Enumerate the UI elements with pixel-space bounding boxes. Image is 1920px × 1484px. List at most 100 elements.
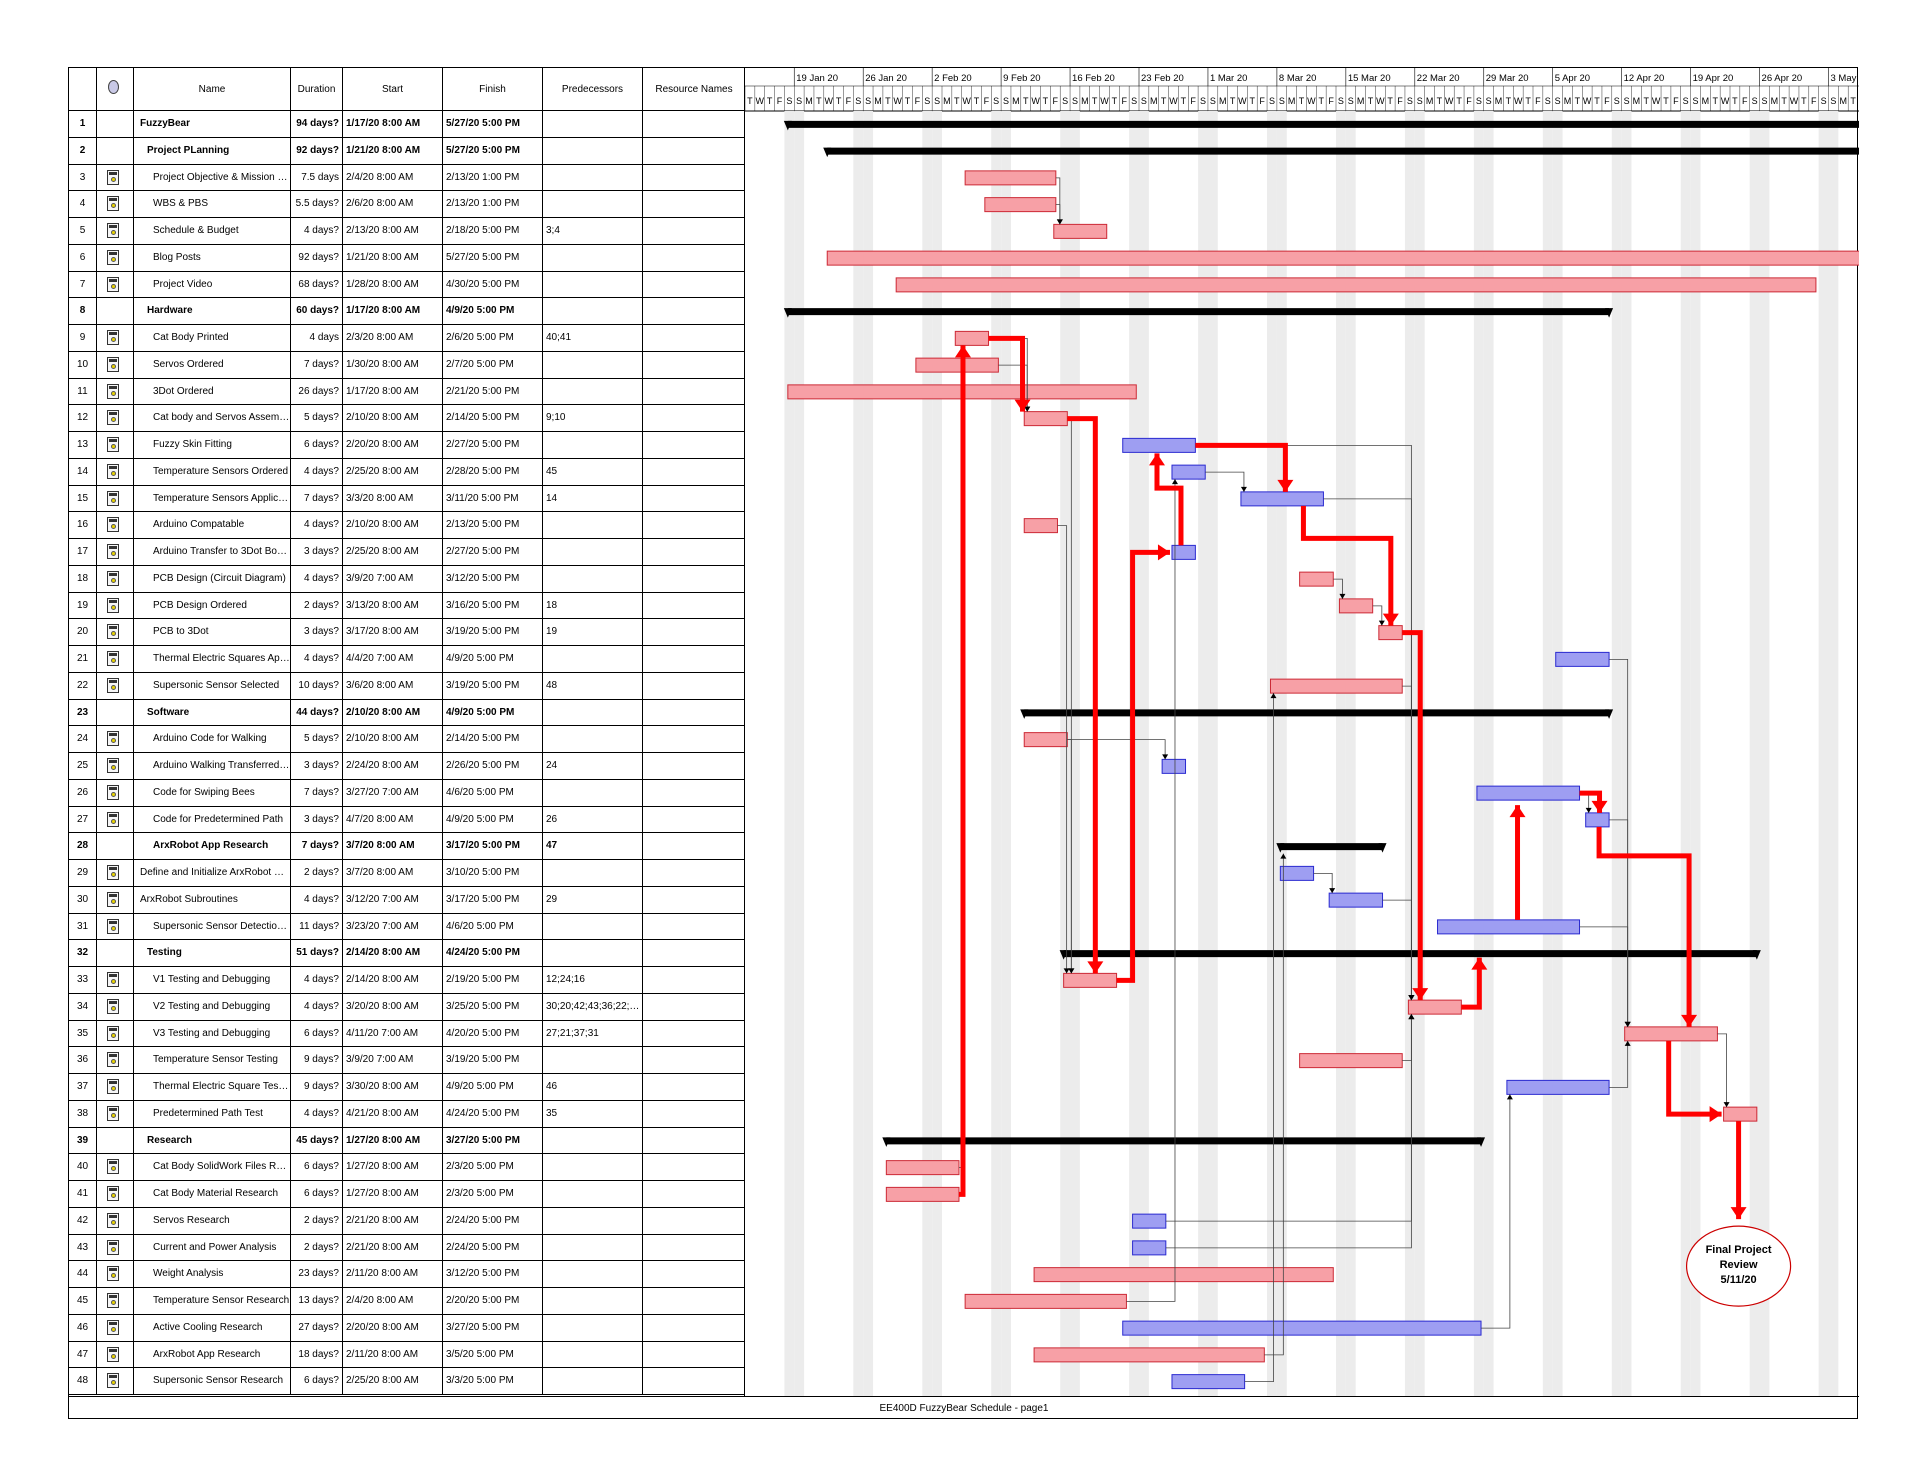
day-letter: S <box>1683 96 1689 106</box>
table-row[interactable]: 48 Supersonic Sensor Research 6 days? 2/25/… <box>69 1368 745 1395</box>
table-row[interactable]: 26 Code for Swiping Bees 7 days? 3/27/20 7:… <box>69 779 745 807</box>
day-letter: M <box>1357 96 1365 106</box>
task-name: Project Video <box>134 271 291 298</box>
table-row[interactable]: 34 V2 Testing and Debugging 4 days? 3/20/20… <box>69 993 745 1021</box>
task-indicator <box>97 779 134 806</box>
table-row[interactable]: 36 Temperature Sensor Testing 9 days? 3/9/2… <box>69 1047 745 1074</box>
table-row[interactable]: 45 Temperature Sensor Research 13 days? 2/4… <box>69 1288 745 1315</box>
table-row[interactable]: 13 Fuzzy Skin Fitting 6 days? 2/20/20 8:00 … <box>69 432 745 459</box>
table-row[interactable]: 8 Hardware 60 days? 1/17/20 8:00 AM 4/9/20 5… <box>69 298 745 325</box>
header-finish[interactable]: Finish <box>443 68 543 111</box>
page-footer: EE400D FuzzyBear Schedule - page1 <box>69 1396 1859 1420</box>
table-row[interactable]: 2 Project PLanning 92 days? 1/21/20 8:00 AM… <box>69 137 745 165</box>
task-bar <box>1171 544 1196 560</box>
table-row[interactable]: 41 Cat Body Material Research 6 days? 1/27/… <box>69 1181 745 1208</box>
task-id: 22 <box>69 672 97 699</box>
table-row[interactable]: 44 Weight Analysis 23 days? 2/11/20 8:00 AM… <box>69 1261 745 1288</box>
summary-bar-start-cap <box>882 1137 891 1147</box>
table-row[interactable]: 10 Servos Ordered 7 days? 1/30/20 8:00 AM 2/… <box>69 351 745 379</box>
dependency-arrow <box>1056 219 1063 225</box>
task-table: Name Duration Start Finish Predecessors … <box>69 68 745 1396</box>
header-predecessors[interactable]: Predecessors <box>543 68 643 111</box>
day-letter: W <box>1652 96 1661 106</box>
table-row[interactable]: 33 V1 Testing and Debugging 4 days? 2/14/20… <box>69 967 745 994</box>
table-row[interactable]: 9 Cat Body Printed 4 days 2/3/20 8:00 AM 2/6… <box>69 325 745 352</box>
task-id: 23 <box>69 699 97 726</box>
day-letter: M <box>1633 96 1641 106</box>
table-row[interactable]: 43 Current and Power Analysis 2 days? 2/21/… <box>69 1234 745 1262</box>
dependency-arrow <box>1624 1040 1631 1046</box>
task-id: 14 <box>69 458 97 485</box>
summary-bar <box>886 1137 1482 1145</box>
task-calendar-icon <box>107 410 119 426</box>
task-duration: 4 days? <box>291 512 343 538</box>
task-finish: 2/20/20 5:00 PM <box>443 1288 543 1314</box>
task-id: 34 <box>69 993 97 1020</box>
table-row[interactable]: 38 Predetermined Path Test 4 days? 4/21/20 … <box>69 1100 745 1128</box>
table-row[interactable]: 47 ArxRobot App Research 18 days? 2/11/20 8… <box>69 1341 745 1369</box>
table-row[interactable]: 28 ArxRobot App Research 7 days? 3/7/20 8:0… <box>69 833 745 860</box>
day-letter: T <box>1506 96 1512 106</box>
table-row[interactable]: 21 Thermal Electric Squares Applied 4 days… <box>69 646 745 673</box>
task-indicator <box>97 1154 134 1180</box>
table-row[interactable]: 15 Temperature Sensors Application 7 days?… <box>69 485 745 513</box>
task-id: 1 <box>69 111 97 137</box>
dependency-link <box>1126 479 1176 1302</box>
header-resources[interactable]: Resource Names <box>655 84 733 95</box>
table-row[interactable]: 30 ArxRobot Subroutines 4 days? 3/12/20 7:0… <box>69 886 745 914</box>
table-row[interactable]: 24 Arduino Code for Walking 5 days? 2/10/20… <box>69 726 745 753</box>
table-row[interactable]: 18 PCB Design (Circuit Diagram) 4 days? 3/9… <box>69 565 745 593</box>
task-bar <box>964 1293 1127 1309</box>
header-duration[interactable]: Duration <box>291 68 343 111</box>
task-duration: 45 days? <box>291 1127 343 1154</box>
weekend-shade <box>1621 111 1632 1396</box>
task-start: 3/13/20 8:00 AM <box>343 592 443 619</box>
task-resources <box>643 1154 745 1180</box>
table-row[interactable]: 19 PCB Design Ordered 2 days? 3/13/20 8:00 … <box>69 592 745 620</box>
task-resources <box>643 1101 745 1127</box>
task-resources <box>643 646 745 672</box>
task-name: Define and Initialize ArxRobot Comma... <box>134 860 291 886</box>
table-row[interactable]: 3 Project Objective & Mission Profile 7.5 … <box>69 164 745 192</box>
table-row[interactable]: 42 Servos Research 2 days? 2/21/20 8:00 AM 2… <box>69 1207 745 1235</box>
header-start[interactable]: Start <box>343 68 443 111</box>
day-letter: T <box>836 96 842 106</box>
table-row[interactable]: 37 Thermal Electric Square Testing 9 days?… <box>69 1074 745 1101</box>
day-letter: T <box>885 96 891 106</box>
table-row[interactable]: 6 Blog Posts 92 days? 1/21/20 8:00 AM 5/27/2… <box>69 244 745 272</box>
dependency-arrow <box>1068 968 1075 974</box>
task-name: FuzzyBear <box>134 111 291 137</box>
table-row[interactable]: 1 FuzzyBear 94 days? 1/17/20 8:00 AM 5/27/20… <box>69 111 745 138</box>
table-row[interactable]: 46 Active Cooling Research 27 days? 2/20/20… <box>69 1314 745 1342</box>
table-row[interactable]: 32 Testing 51 days? 2/14/20 8:00 AM 4/24/20 … <box>69 940 745 967</box>
table-row[interactable]: 27 Code for Predetermined Path 3 days? 4/7/… <box>69 806 745 834</box>
table-row[interactable]: 20 PCB to 3Dot 3 days? 3/17/20 8:00 AM 3/19/… <box>69 619 745 646</box>
table-row[interactable]: 7 Project Video 68 days? 1/28/20 8:00 AM 4/3… <box>69 271 745 299</box>
task-id: 30 <box>69 886 97 913</box>
table-row[interactable]: 22 Supersonic Sensor Selected 10 days? 3/6/… <box>69 672 745 700</box>
table-row[interactable]: 39 Research 45 days? 1/27/20 8:00 AM 3/27/20… <box>69 1127 745 1155</box>
table-row[interactable]: 23 Software 44 days? 2/10/20 8:00 AM 4/9/20 … <box>69 699 745 727</box>
table-row[interactable]: 31 Supersonic Sensor Detection Code11 day… <box>69 913 745 941</box>
task-start: 2/13/20 8:00 AM <box>343 218 443 244</box>
table-row[interactable]: 11 3Dot Ordered 26 days? 1/17/20 8:00 AM 2/2… <box>69 378 745 406</box>
task-start: 1/17/20 8:00 AM <box>343 298 443 324</box>
task-indicator <box>97 592 134 619</box>
table-row[interactable]: 4 WBS & PBS 5.5 days? 2/6/20 8:00 AM 2/13/20… <box>69 191 745 218</box>
table-row[interactable]: 12 Cat body and Servos Assembled 5 days? 2/… <box>69 405 745 432</box>
week-label: 12 Apr 20 <box>1624 73 1665 84</box>
table-row[interactable]: 29 Define and Initialize ArxRobot Comma..… <box>69 860 745 887</box>
table-row[interactable]: 5 Schedule & Budget 4 days? 2/13/20 8:00 AM… <box>69 218 745 245</box>
task-finish: 2/18/20 5:00 PM <box>443 218 543 244</box>
task-name: ArxRobot Subroutines <box>134 886 291 913</box>
header-name[interactable]: Name <box>134 68 291 111</box>
table-row[interactable]: 16 Arduino Compatable 4 days? 2/10/20 8:00 … <box>69 512 745 539</box>
day-letter: S <box>1624 96 1630 106</box>
table-row[interactable]: 14 Temperature Sensors Ordered 4 days? 2/25… <box>69 458 745 486</box>
table-row[interactable]: 17 Arduino Transfer to 3Dot Board 3 days? 2… <box>69 539 745 566</box>
task-duration: 4 days? <box>291 218 343 244</box>
table-row[interactable]: 35 V3 Testing and Debugging 6 days? 4/11/20… <box>69 1020 745 1048</box>
